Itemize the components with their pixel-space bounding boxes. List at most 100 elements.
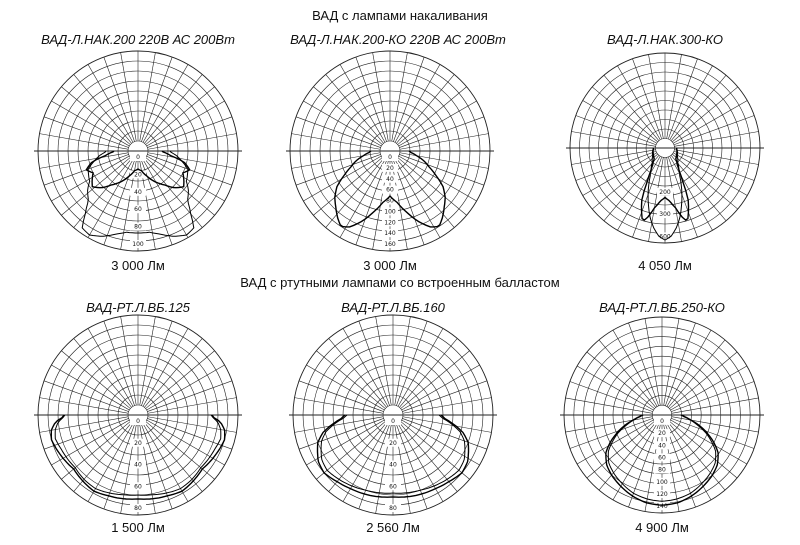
tick-label-bg — [657, 232, 673, 241]
radial-line — [399, 133, 489, 150]
intensity-curve — [54, 414, 222, 496]
tick-label-bg — [654, 441, 670, 450]
tick-label-bg — [130, 438, 146, 447]
radial-line — [141, 424, 173, 510]
tick-label-bg — [130, 170, 146, 179]
radial-line — [592, 153, 658, 210]
tick-label-bg — [654, 416, 670, 425]
tick-label-bg — [130, 187, 146, 196]
radial-line — [397, 86, 467, 145]
radial-line — [145, 421, 215, 480]
radial-line — [316, 350, 386, 409]
radial-line — [673, 115, 755, 146]
radial-line — [668, 422, 726, 491]
tick-label: 40 — [134, 462, 142, 469]
radial-line — [672, 153, 738, 210]
luminous-flux: 4 900 Лм — [635, 520, 689, 535]
radial-line — [394, 64, 441, 143]
tick-label: 160 — [384, 241, 396, 248]
radial-line — [51, 155, 130, 202]
radial-line — [372, 52, 389, 142]
radial-line — [39, 152, 129, 169]
radial-line — [303, 100, 382, 147]
radial-line — [139, 316, 156, 406]
radial-line — [669, 421, 738, 479]
tick-label: 40 — [658, 442, 666, 449]
radial-line — [400, 350, 470, 409]
radial-line — [339, 64, 386, 143]
radial-line — [401, 419, 480, 466]
tick-label: 40 — [389, 462, 397, 469]
radial-line — [576, 419, 654, 465]
radial-line — [575, 150, 657, 181]
radial-line — [603, 155, 660, 221]
radial-line — [306, 364, 385, 411]
radial-line — [39, 133, 129, 150]
tick-label-bg — [382, 207, 398, 216]
radial-line — [43, 380, 129, 412]
radial-line — [145, 350, 215, 409]
tick-label: 120 — [384, 219, 396, 226]
radial-line — [670, 155, 727, 221]
tick-label-bg — [657, 187, 673, 196]
radial-line — [291, 133, 381, 150]
radial-line — [328, 338, 387, 408]
radial-line — [632, 156, 663, 238]
radial-line — [144, 338, 203, 408]
diagram-title: ВАД-РТ.Л.ВБ.125 — [86, 300, 190, 315]
radial-line — [669, 156, 713, 231]
radial-line — [672, 86, 738, 143]
tick-label: 600 — [659, 233, 671, 240]
radial-line — [103, 160, 135, 246]
radial-line — [295, 154, 381, 186]
radial-line — [147, 152, 237, 169]
tick-label-bg — [654, 502, 670, 511]
radial-line — [120, 52, 137, 142]
tick-label: 100 — [384, 208, 396, 215]
tick-label: 80 — [386, 198, 394, 205]
radial-line — [603, 75, 660, 141]
tick-label-bg — [654, 465, 670, 474]
radial-line — [397, 157, 467, 216]
radial-line — [592, 86, 658, 143]
radial-line — [582, 152, 657, 196]
tick-label-bg — [385, 460, 401, 469]
radial-line — [666, 157, 682, 242]
radial-line — [294, 397, 384, 414]
radial-line — [648, 54, 664, 139]
radial-line — [586, 351, 655, 409]
radial-line — [666, 54, 682, 139]
radial-line — [668, 339, 726, 408]
radial-line — [145, 86, 215, 145]
intensity-curve — [605, 414, 719, 506]
radial-line — [396, 74, 455, 144]
radial-line — [617, 156, 661, 231]
radial-line — [666, 423, 712, 501]
tick-label: 80 — [389, 505, 397, 512]
radial-line — [61, 86, 131, 145]
radial-line — [61, 157, 131, 216]
radial-line — [399, 116, 485, 148]
radial-line — [355, 160, 387, 246]
radial-line — [399, 422, 458, 492]
radial-line — [103, 424, 135, 510]
diagram-title: ВАД-РТ.Л.ВБ.160 — [341, 300, 445, 315]
radial-line — [669, 351, 738, 409]
radial-line — [402, 397, 492, 414]
radial-line — [671, 418, 755, 449]
radial-line — [73, 422, 132, 492]
radial-line — [401, 364, 480, 411]
tick-label: 140 — [656, 503, 668, 510]
tick-label-bg — [130, 460, 146, 469]
tick-label-bg — [385, 504, 401, 512]
radial-line — [328, 422, 387, 492]
radial-line — [146, 419, 225, 466]
tick-label: 60 — [386, 187, 394, 194]
radial-line — [393, 56, 425, 142]
radial-line — [142, 159, 189, 238]
radial-line — [61, 350, 131, 409]
